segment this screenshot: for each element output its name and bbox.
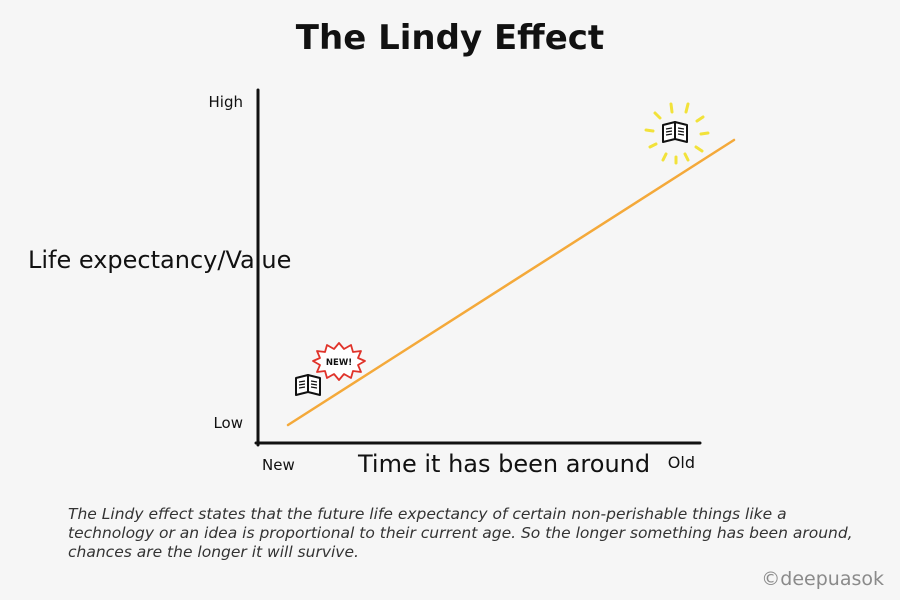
book-icon	[295, 374, 321, 396]
y-axis-label: Life expectancy/Value	[28, 246, 291, 274]
x-axis-label: Time it has been around	[357, 450, 650, 478]
starburst-icon	[312, 342, 366, 381]
new-badge: NEW!	[312, 342, 366, 381]
trend-line	[286, 138, 736, 427]
caption: The Lindy effect states that the future …	[68, 505, 853, 561]
y-axis-low-label: Low	[213, 414, 243, 432]
glowing-book	[644, 102, 710, 165]
new-badge-text: NEW!	[326, 358, 352, 368]
glow-rays-icon	[644, 102, 710, 165]
x-axis-old-label: Old	[668, 453, 695, 472]
page-title: The Lindy Effect	[295, 18, 605, 58]
x-axis-new-label: New	[262, 456, 295, 474]
y-axis-high-label: High	[209, 93, 243, 111]
credit: ©deepuasok	[761, 568, 884, 590]
book-icon	[662, 121, 688, 143]
